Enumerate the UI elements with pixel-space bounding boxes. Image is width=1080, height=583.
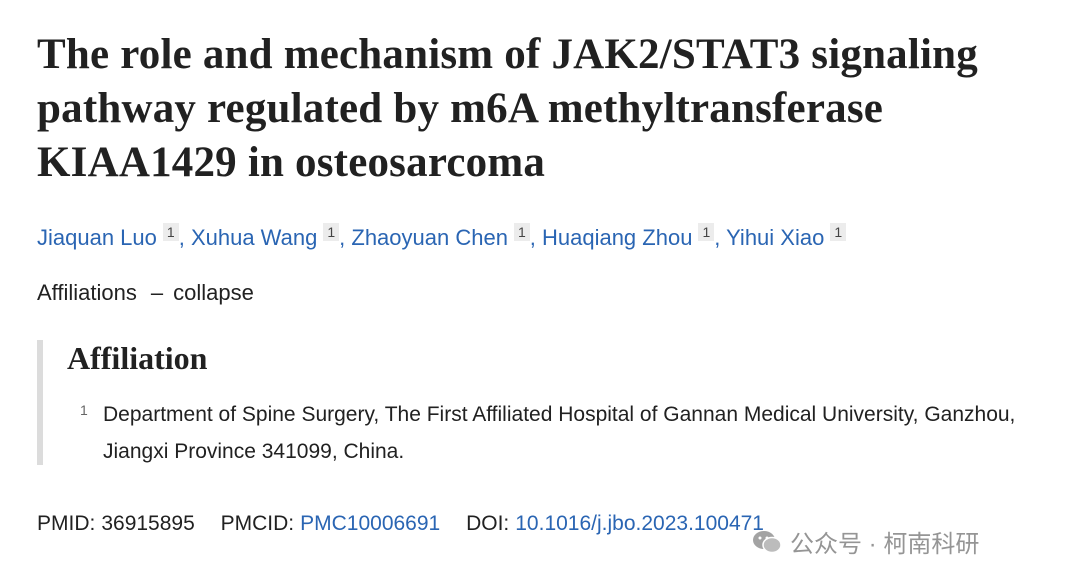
author-link[interactable]: Yihui Xiao	[726, 225, 825, 250]
id-link[interactable]: PMC10006691	[300, 512, 441, 535]
author-list: Jiaquan Luo 1, Xuhua Wang 1, Zhaoyuan Chen…	[37, 223, 847, 251]
id-label: PMID:	[37, 512, 96, 535]
author-link[interactable]: Jiaquan Luo	[37, 225, 157, 250]
affiliation-ref[interactable]: 1	[830, 223, 847, 241]
separator: ,	[339, 225, 346, 250]
toggle-action[interactable]: collapse	[173, 280, 254, 305]
affiliation-text: Department of Spine Surgery, The First A…	[103, 403, 1016, 463]
author-link[interactable]: Zhaoyuan Chen	[351, 225, 508, 250]
affiliations-toggle[interactable]: Affiliations – collapse	[37, 280, 254, 306]
toggle-label: Affiliations	[37, 280, 137, 305]
watermark-icon	[753, 530, 782, 553]
affiliation-ref[interactable]: 1	[323, 223, 340, 241]
separator: ,	[178, 225, 185, 250]
id-label: PMCID:	[220, 512, 295, 535]
article-title: The role and mechanism of JAK2/STAT3 sig…	[37, 31, 978, 186]
separator: ,	[529, 225, 536, 250]
affiliation-ref[interactable]: 1	[162, 223, 179, 241]
id-value: 36915895	[101, 512, 195, 535]
affiliation-ref[interactable]: 1	[513, 223, 530, 241]
affiliation-heading: Affiliation	[67, 340, 208, 376]
affiliation-panel: Affiliation 1 Department of Spine Surger…	[37, 340, 1053, 465]
author-link[interactable]: Huaqiang Zhou	[541, 225, 693, 250]
separator: ,	[714, 225, 721, 250]
affiliation-number: 1	[80, 402, 88, 418]
watermark-text: 公众号 · 柯南科研	[790, 531, 980, 558]
affiliation-ref[interactable]: 1	[698, 223, 715, 241]
id-link[interactable]: 10.1016/j.jbo.2023.100471	[515, 512, 764, 535]
doi: DOI: 10.1016/j.jbo.2023.100471	[466, 512, 764, 535]
author-link[interactable]: Xuhua Wang	[190, 225, 318, 250]
toggle-separator: –	[150, 280, 164, 305]
pmid: PMID: 36915895	[37, 512, 195, 535]
identifiers: PMID: 36915895 PMCID: PMC10006691 DOI: 10.1…	[37, 512, 784, 536]
watermark: 公众号 · 柯南科研	[752, 524, 979, 559]
id-label: DOI:	[466, 512, 510, 535]
pmcid: PMCID: PMC10006691	[221, 512, 441, 535]
